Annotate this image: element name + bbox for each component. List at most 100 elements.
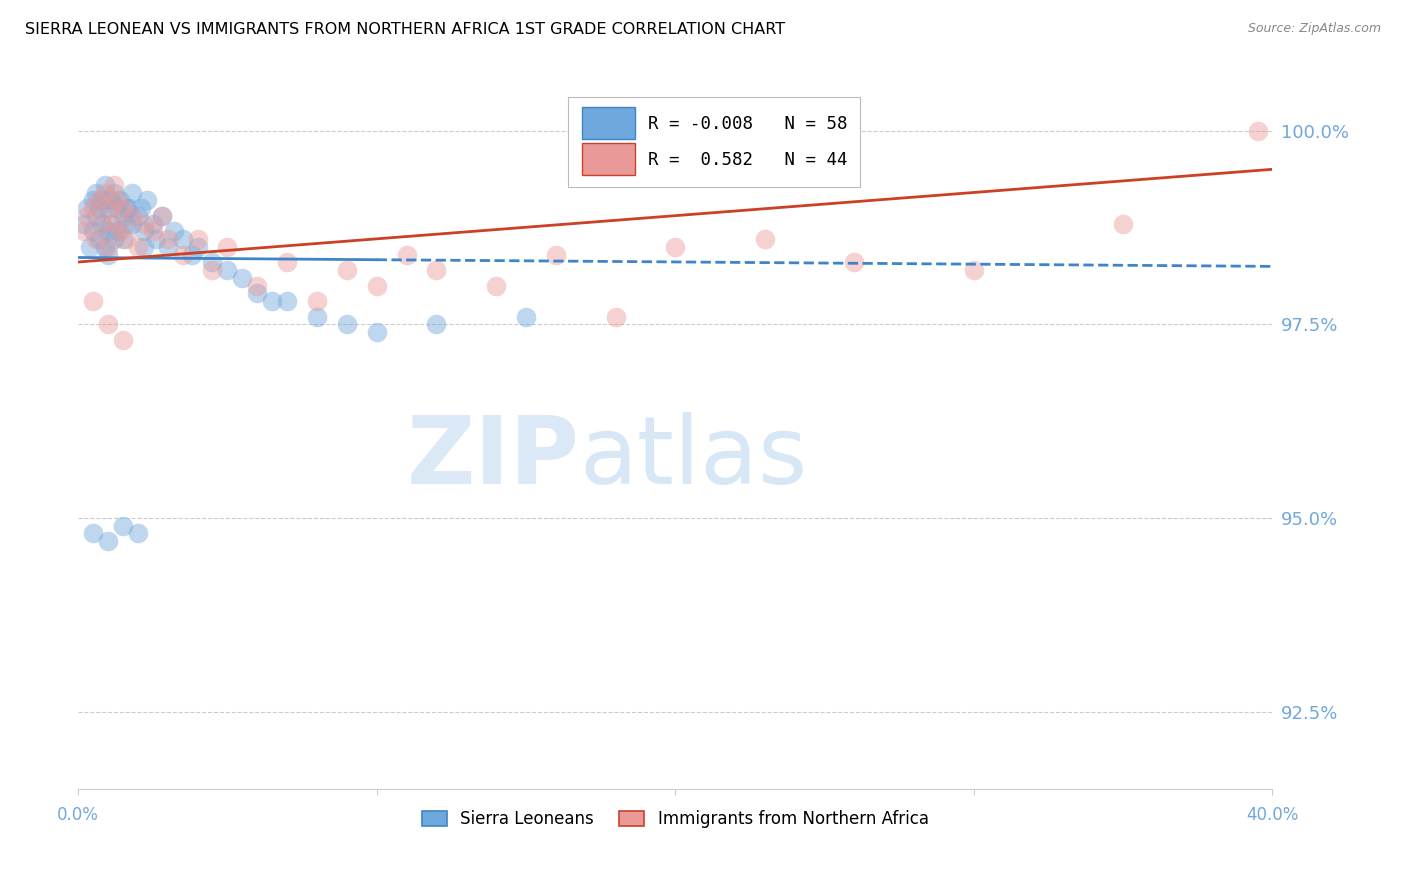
Point bbox=[118, 201, 141, 215]
Point bbox=[201, 263, 224, 277]
Point bbox=[276, 255, 298, 269]
Point bbox=[664, 240, 686, 254]
Point bbox=[91, 194, 114, 208]
Point bbox=[91, 217, 114, 231]
Point bbox=[127, 209, 149, 223]
Point bbox=[172, 247, 194, 261]
Point bbox=[94, 178, 117, 192]
Point bbox=[76, 209, 98, 223]
Point bbox=[94, 240, 117, 254]
Point bbox=[963, 263, 986, 277]
Point bbox=[754, 232, 776, 246]
Point bbox=[105, 201, 128, 215]
Point bbox=[115, 201, 138, 215]
Point bbox=[100, 194, 122, 208]
Point bbox=[544, 247, 567, 261]
Point bbox=[97, 318, 120, 332]
Point bbox=[276, 293, 298, 308]
Point bbox=[87, 194, 110, 208]
Point bbox=[111, 518, 134, 533]
Point bbox=[97, 534, 120, 549]
Point bbox=[82, 526, 104, 541]
Point bbox=[217, 263, 239, 277]
Point bbox=[142, 217, 165, 231]
Text: R =  0.582   N = 44: R = 0.582 N = 44 bbox=[648, 151, 848, 169]
Point bbox=[305, 293, 328, 308]
Text: Source: ZipAtlas.com: Source: ZipAtlas.com bbox=[1247, 22, 1381, 36]
Point bbox=[172, 232, 194, 246]
Point bbox=[84, 232, 107, 246]
Point bbox=[97, 247, 120, 261]
Point bbox=[115, 217, 138, 231]
Point bbox=[132, 240, 155, 254]
Point bbox=[305, 310, 328, 324]
Point bbox=[180, 247, 202, 261]
Point bbox=[187, 240, 209, 254]
Point bbox=[132, 217, 155, 231]
Point bbox=[111, 333, 134, 347]
Point bbox=[121, 186, 143, 200]
Text: ZIP: ZIP bbox=[406, 412, 579, 504]
Point bbox=[366, 278, 388, 293]
Point bbox=[73, 224, 96, 238]
Point bbox=[105, 194, 128, 208]
Text: 40.0%: 40.0% bbox=[1246, 805, 1299, 824]
Point bbox=[132, 224, 155, 238]
Text: atlas: atlas bbox=[579, 412, 808, 504]
Point bbox=[103, 217, 125, 231]
Text: 0.0%: 0.0% bbox=[58, 805, 98, 824]
Point bbox=[121, 209, 143, 223]
Point bbox=[135, 194, 157, 208]
Point bbox=[111, 201, 134, 215]
Point bbox=[82, 194, 104, 208]
Point bbox=[97, 240, 120, 254]
Point bbox=[142, 224, 165, 238]
Point bbox=[605, 310, 627, 324]
Point bbox=[73, 217, 96, 231]
Point bbox=[156, 240, 179, 254]
Point bbox=[156, 232, 179, 246]
Point bbox=[79, 240, 101, 254]
Point bbox=[129, 201, 152, 215]
Point bbox=[127, 240, 149, 254]
Point bbox=[82, 224, 104, 238]
Point bbox=[485, 278, 508, 293]
Point bbox=[150, 209, 173, 223]
Point bbox=[103, 186, 125, 200]
Point bbox=[366, 325, 388, 339]
Point bbox=[425, 263, 447, 277]
Point bbox=[262, 293, 284, 308]
Legend: Sierra Leoneans, Immigrants from Northern Africa: Sierra Leoneans, Immigrants from Norther… bbox=[415, 804, 935, 835]
Text: SIERRA LEONEAN VS IMMIGRANTS FROM NORTHERN AFRICA 1ST GRADE CORRELATION CHART: SIERRA LEONEAN VS IMMIGRANTS FROM NORTHE… bbox=[25, 22, 786, 37]
Point bbox=[97, 224, 120, 238]
Point bbox=[246, 286, 269, 301]
Point bbox=[1246, 123, 1268, 137]
FancyBboxPatch shape bbox=[568, 97, 860, 187]
Point bbox=[91, 217, 114, 231]
Point bbox=[336, 263, 359, 277]
Point bbox=[84, 209, 107, 223]
Point bbox=[1112, 217, 1135, 231]
Point bbox=[187, 232, 209, 246]
Point bbox=[97, 201, 120, 215]
Point bbox=[246, 278, 269, 293]
Point bbox=[217, 240, 239, 254]
Point bbox=[108, 224, 131, 238]
FancyBboxPatch shape bbox=[582, 107, 634, 139]
Point bbox=[103, 178, 125, 192]
Point bbox=[84, 186, 107, 200]
Point bbox=[231, 270, 253, 285]
Point bbox=[115, 232, 138, 246]
Point bbox=[150, 209, 173, 223]
Point bbox=[163, 224, 186, 238]
Point bbox=[100, 217, 122, 231]
Point bbox=[395, 247, 418, 261]
Point bbox=[87, 232, 110, 246]
Point bbox=[87, 201, 110, 215]
FancyBboxPatch shape bbox=[582, 144, 634, 175]
Point bbox=[844, 255, 866, 269]
Point bbox=[76, 201, 98, 215]
Point bbox=[201, 255, 224, 269]
Point bbox=[100, 201, 122, 215]
Point bbox=[82, 201, 104, 215]
